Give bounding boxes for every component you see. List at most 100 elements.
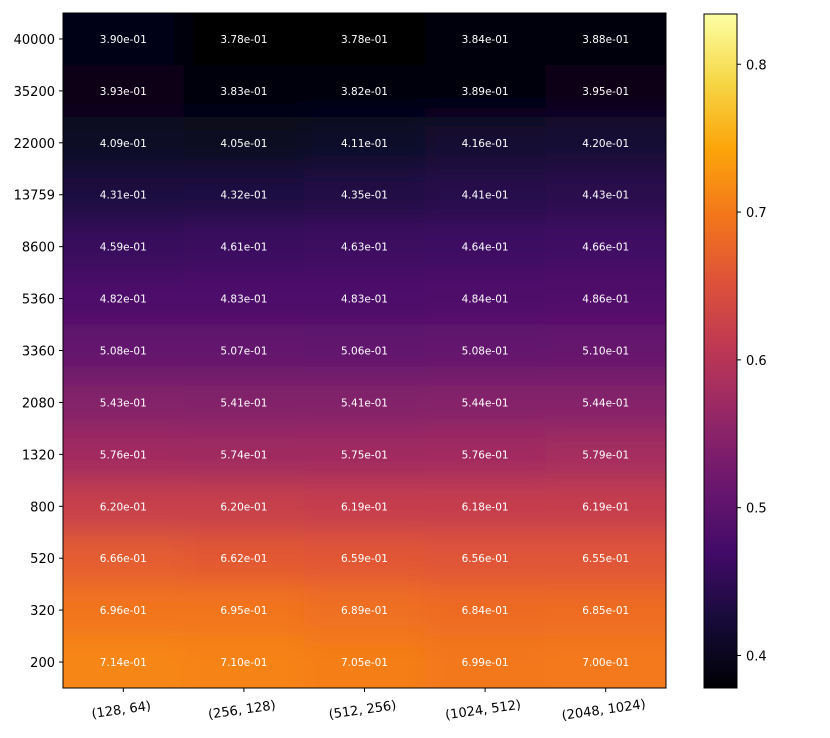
cell-value-label: 4.43e-01	[582, 190, 629, 202]
colorbar-tick-label: 0.8	[746, 58, 767, 73]
heat-cell	[545, 13, 666, 66]
cell-value-label: 6.66e-01	[100, 553, 147, 565]
colorbar-tick-label: 0.4	[746, 649, 767, 664]
heat-cell	[424, 428, 546, 481]
heat-cell	[424, 116, 546, 170]
cell-value-label: 3.89e-01	[462, 86, 509, 98]
cell-value-label: 3.84e-01	[462, 34, 509, 46]
cell-value-label: 3.78e-01	[341, 34, 388, 46]
cell-value-label: 6.20e-01	[220, 501, 267, 513]
cell-value-label: 5.44e-01	[462, 397, 509, 409]
cell-value-label: 5.75e-01	[341, 449, 388, 461]
colorbar-tick-label: 0.7	[746, 206, 767, 221]
heat-cell	[63, 324, 185, 377]
heat-cell	[183, 168, 305, 222]
cell-value-label: 4.09e-01	[100, 138, 147, 150]
heat-cell	[63, 64, 185, 118]
heat-cell	[183, 532, 305, 585]
heat-cell	[545, 272, 666, 326]
heat-cell	[63, 532, 185, 585]
heat-cell	[545, 220, 666, 274]
cell-value-label: 3.82e-01	[341, 86, 388, 98]
y-tick-label: 800	[30, 500, 55, 515]
y-tick-label: 320	[30, 604, 55, 619]
y-tick-label: 40000	[14, 33, 55, 48]
heat-cell	[545, 376, 666, 429]
heat-cell	[304, 324, 426, 377]
cell-value-label: 5.44e-01	[582, 397, 629, 409]
cell-value-label: 6.18e-01	[462, 501, 509, 513]
cell-value-label: 7.00e-01	[582, 657, 629, 669]
heat-cell	[304, 480, 426, 533]
y-tick-label: 5360	[22, 293, 55, 308]
x-tick-label: (128, 64)	[91, 699, 152, 722]
heat-cell	[424, 480, 546, 533]
cell-value-label: 4.32e-01	[220, 190, 267, 202]
cell-value-label: 4.31e-01	[100, 190, 147, 202]
heat-cell	[63, 584, 185, 637]
heat-cell	[545, 636, 666, 688]
cell-value-label: 6.20e-01	[100, 501, 147, 513]
cell-value-label: 6.59e-01	[341, 553, 388, 565]
heat-cell	[63, 480, 185, 533]
colorbar-tick-label: 0.6	[746, 354, 767, 369]
cell-value-label: 4.61e-01	[220, 242, 267, 254]
heat-cell	[63, 116, 185, 170]
cell-value-label: 4.16e-01	[462, 138, 509, 150]
cell-value-label: 6.99e-01	[462, 657, 509, 669]
cell-value-label: 4.83e-01	[341, 294, 388, 306]
heat-cell	[63, 168, 185, 222]
heat-cell	[545, 584, 666, 637]
cell-value-label: 5.10e-01	[582, 346, 629, 358]
y-tick-label: 13759	[14, 189, 55, 204]
cell-value-label: 5.06e-01	[341, 346, 388, 358]
cell-value-label: 5.79e-01	[582, 449, 629, 461]
heat-cell	[545, 480, 666, 533]
y-tick-label: 2080	[22, 396, 55, 411]
heat-cell	[545, 532, 666, 585]
heat-cell	[424, 64, 546, 118]
heat-cell	[424, 584, 546, 637]
cell-value-label: 3.95e-01	[582, 86, 629, 98]
heat-cell	[304, 13, 426, 66]
x-tick-label: (256, 128)	[207, 698, 276, 722]
cell-value-label: 4.82e-01	[100, 294, 147, 306]
cell-value-label: 6.95e-01	[220, 605, 267, 617]
heat-cell	[424, 272, 546, 326]
heat-cell	[183, 480, 305, 533]
heat-cell	[424, 168, 546, 222]
heat-cell	[424, 376, 546, 429]
cell-value-label: 4.84e-01	[462, 294, 509, 306]
cell-value-label: 5.43e-01	[100, 397, 147, 409]
cell-value-label: 4.64e-01	[462, 242, 509, 254]
colorbar-frame	[703, 13, 738, 689]
cell-value-label: 6.84e-01	[462, 605, 509, 617]
cell-value-label: 7.05e-01	[341, 657, 388, 669]
heat-cell	[63, 13, 185, 66]
heat-cell	[183, 64, 305, 118]
cell-value-label: 6.55e-01	[582, 553, 629, 565]
heat-cell	[183, 636, 305, 688]
cell-value-label: 5.74e-01	[220, 449, 267, 461]
cell-value-label: 4.35e-01	[341, 190, 388, 202]
cell-value-label: 4.05e-01	[220, 138, 267, 150]
cell-value-label: 4.20e-01	[582, 138, 629, 150]
y-axis: 40000 35200 22000 13759 8600 5360 3360 2080 1320…	[14, 33, 63, 671]
y-tick-label: 3360	[22, 345, 55, 360]
cell-value-label: 4.11e-01	[341, 138, 388, 150]
heatmap-cells	[63, 13, 666, 688]
heat-cell	[183, 324, 305, 377]
y-tick-label: 35200	[14, 85, 55, 100]
cell-value-label: 4.59e-01	[100, 242, 147, 254]
heat-cell	[304, 376, 426, 429]
cell-value-label: 5.76e-01	[462, 449, 509, 461]
colorbar: 0.4 0.5 0.6 0.7 0.8	[703, 13, 767, 689]
heat-cell	[63, 376, 185, 429]
cell-value-label: 6.19e-01	[582, 501, 629, 513]
cell-value-label: 3.88e-01	[582, 34, 629, 46]
heat-cell	[424, 324, 546, 377]
cell-value-label: 5.07e-01	[220, 346, 267, 358]
y-tick-label: 1320	[22, 448, 55, 463]
x-axis: (128, 64) (256, 128) (512, 256) (1024, 512)…	[91, 688, 647, 724]
